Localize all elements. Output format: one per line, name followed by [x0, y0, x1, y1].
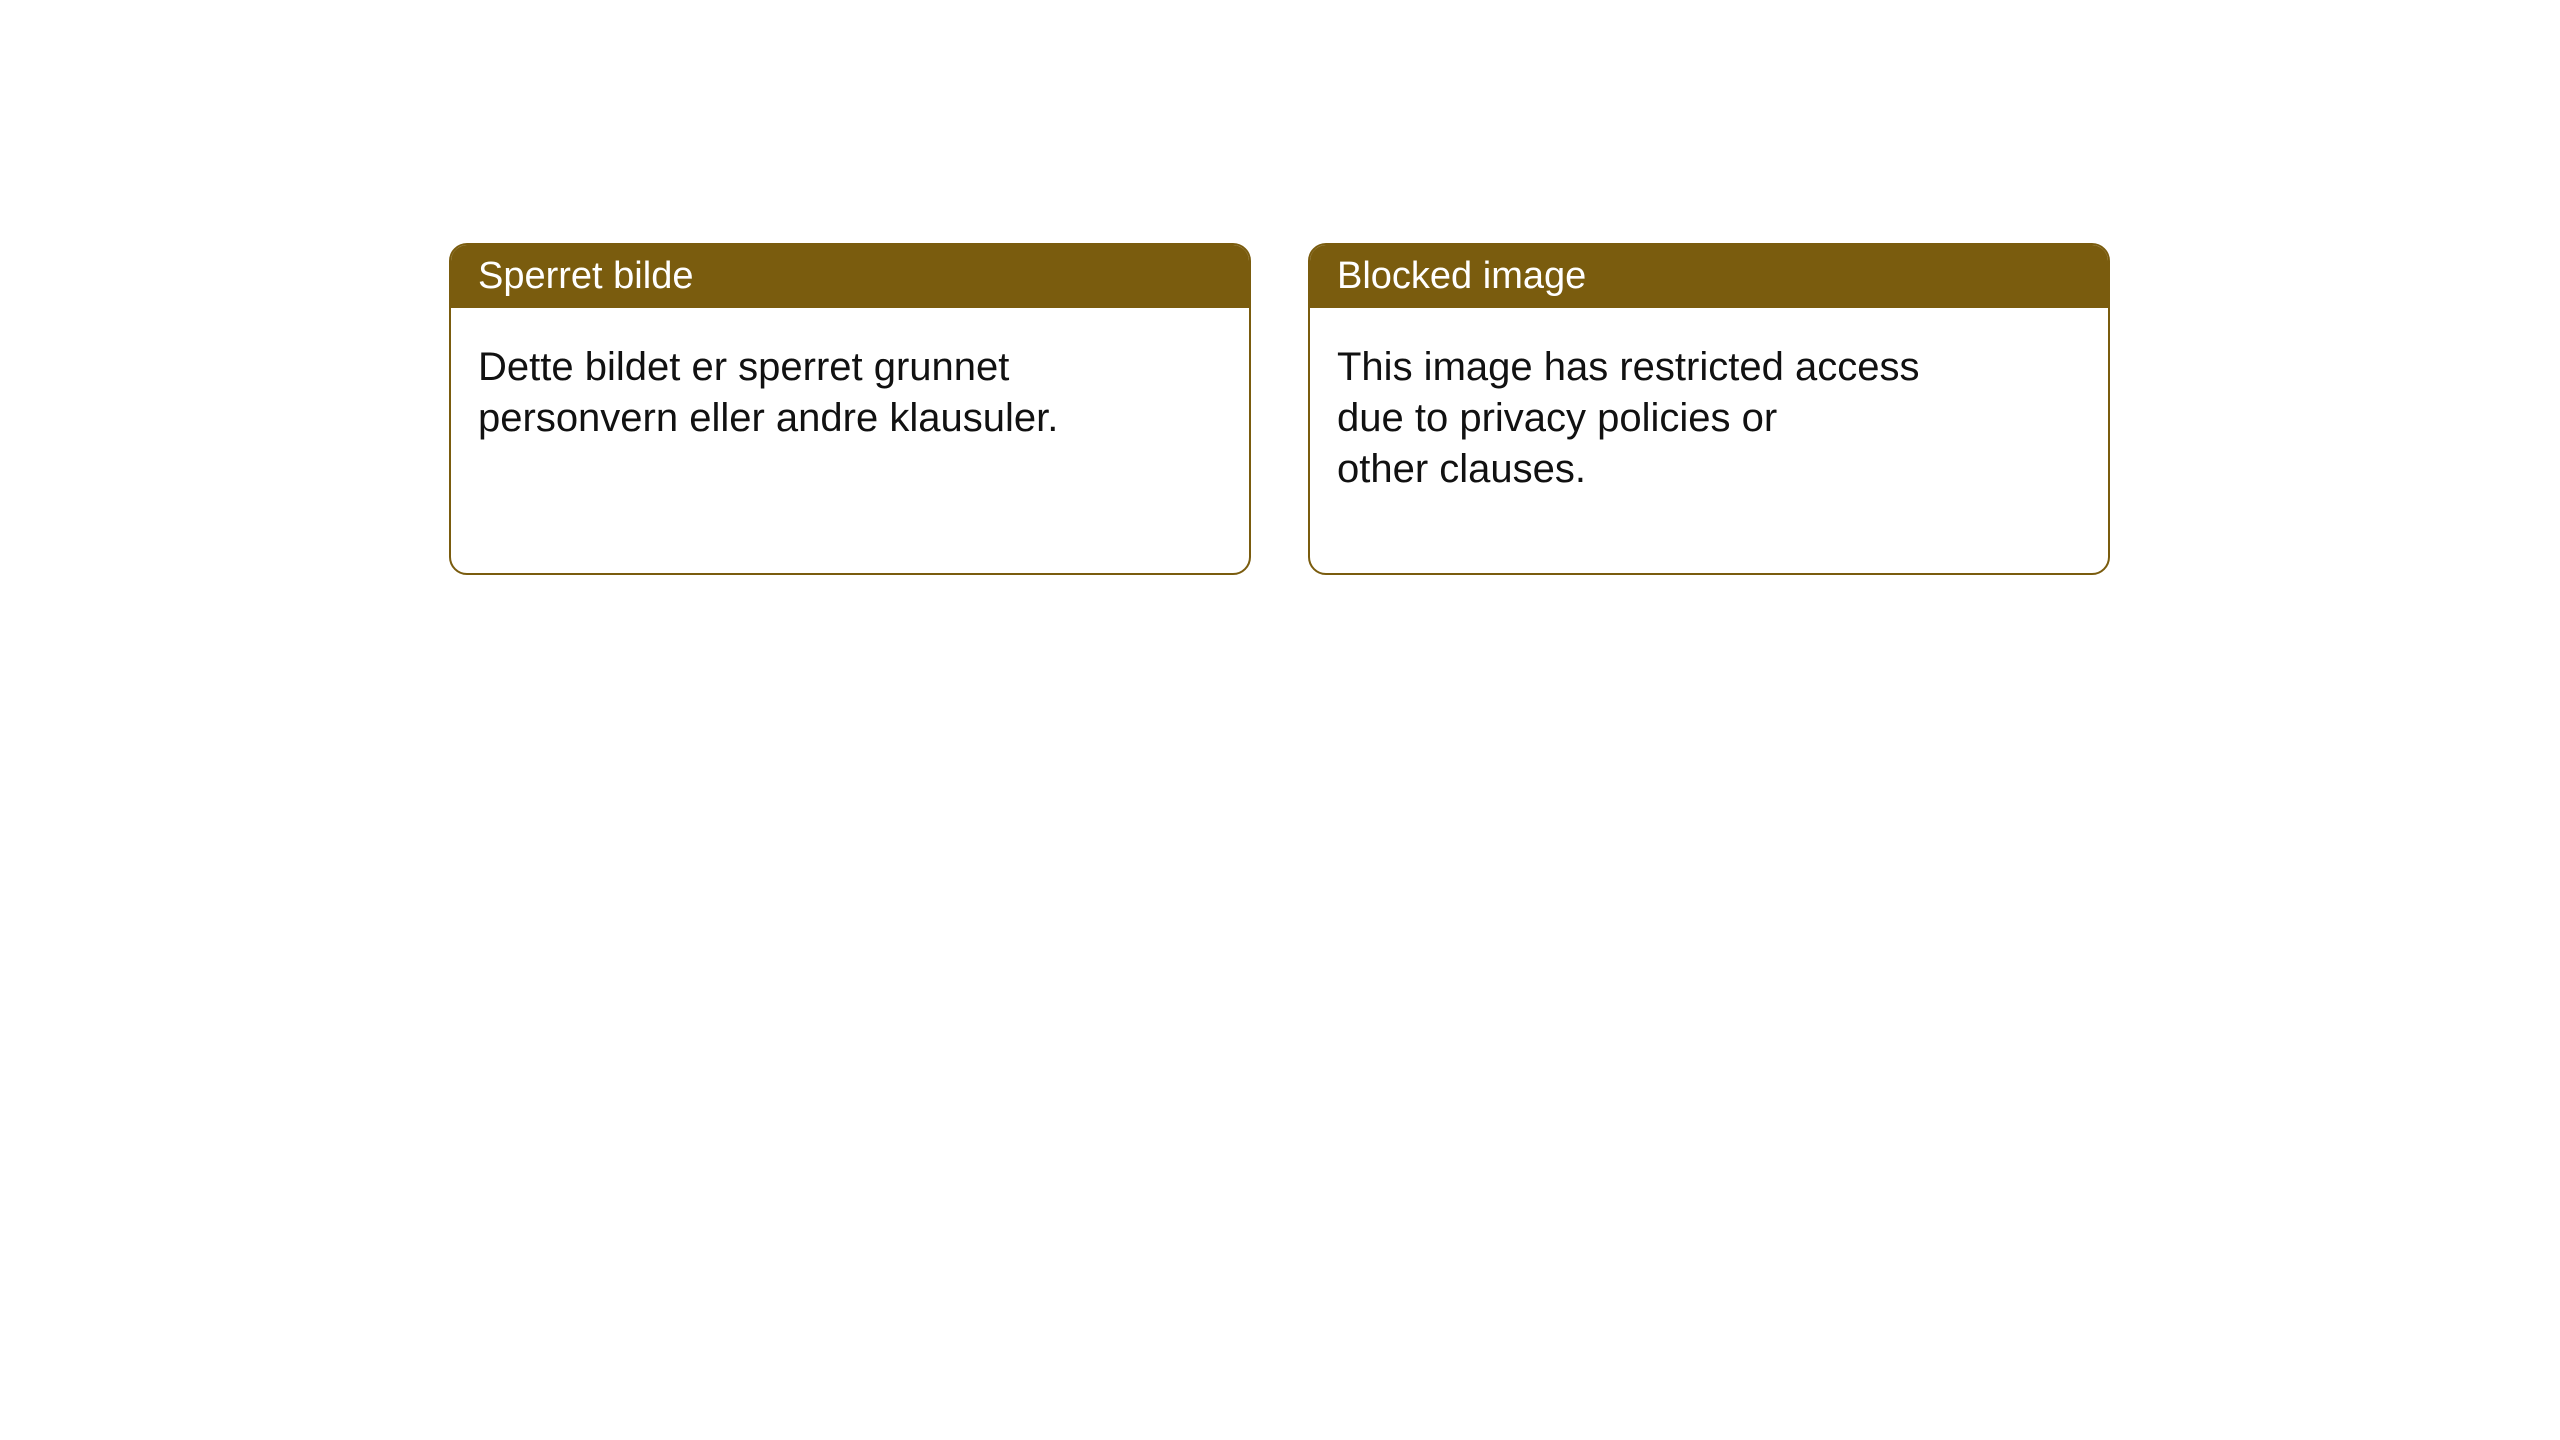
notice-header-norwegian: Sperret bilde: [451, 245, 1249, 308]
notice-header-english: Blocked image: [1310, 245, 2108, 308]
notice-card-norwegian: Sperret bilde Dette bildet er sperret gr…: [449, 243, 1251, 575]
notice-container: Sperret bilde Dette bildet er sperret gr…: [0, 0, 2560, 575]
notice-body-norwegian: Dette bildet er sperret grunnet personve…: [451, 308, 1131, 478]
notice-card-english: Blocked image This image has restricted …: [1308, 243, 2110, 575]
notice-body-english: This image has restricted access due to …: [1310, 308, 1990, 530]
